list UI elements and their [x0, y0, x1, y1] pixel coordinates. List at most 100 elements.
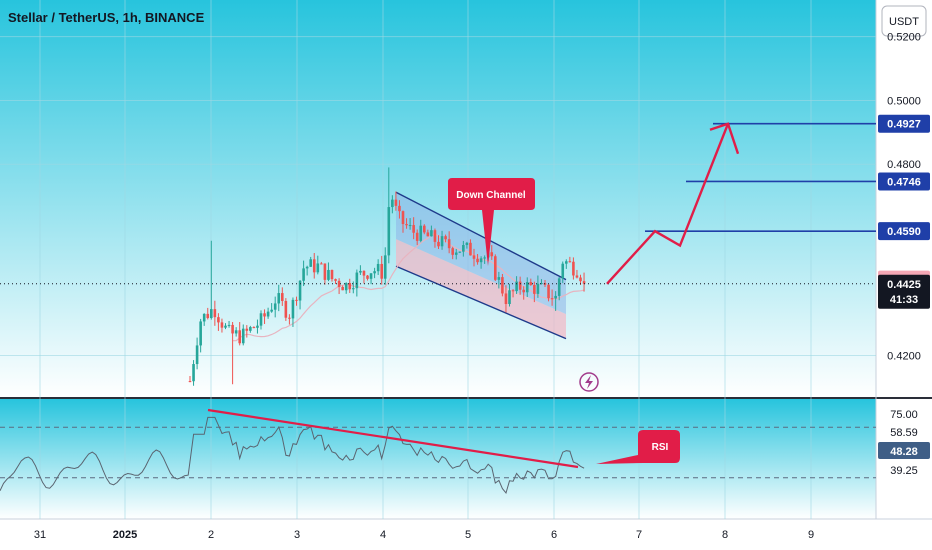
candle-body: [447, 239, 451, 249]
marked-price-label: 0.4927: [887, 119, 921, 131]
candle-body: [579, 277, 582, 282]
candle: [206, 307, 210, 320]
candle-body: [330, 269, 334, 280]
candle-body: [202, 313, 206, 322]
candle-body: [465, 242, 469, 246]
candle-body: [391, 199, 394, 208]
candle: [582, 272, 586, 292]
price-axis[interactable]: 0.5200 0.5000 0.4800 0.4200: [887, 32, 921, 363]
channel-upper-line[interactable]: [395, 191, 567, 281]
candle: [210, 240, 213, 320]
candle: [231, 321, 234, 385]
candle-body: [231, 324, 234, 334]
candle: [309, 256, 312, 268]
candle: [376, 259, 380, 275]
candle: [440, 230, 444, 250]
candle-body: [419, 225, 423, 241]
candle: [536, 275, 540, 298]
candle-body: [561, 263, 565, 279]
candle: [238, 322, 241, 346]
rsi-pane-background: [0, 399, 876, 519]
candle-body: [312, 259, 316, 273]
candle: [575, 269, 579, 279]
marked-price-label: 0.4746: [887, 176, 921, 188]
candle: [465, 241, 469, 249]
projection-path[interactable]: [606, 123, 730, 285]
projection-arrow: [606, 122, 740, 285]
candle: [568, 256, 572, 263]
down-channel-callout[interactable]: Down Channel: [448, 178, 535, 266]
x-tick-label: 5: [465, 529, 471, 541]
rsi-trendline[interactable]: [207, 408, 579, 469]
candle: [543, 279, 547, 287]
candle-body: [565, 261, 568, 264]
candle-body: [472, 255, 476, 259]
candle: [533, 281, 536, 303]
target-level-badge: [878, 114, 930, 133]
candle: [458, 251, 462, 254]
candle: [341, 285, 344, 291]
candle-body: [444, 236, 447, 240]
candle-body: [227, 324, 231, 326]
y-tick-label: 0.4800: [887, 159, 921, 171]
candle-body: [398, 205, 401, 212]
candle-body: [334, 279, 337, 281]
x-tick-label: 7: [636, 529, 642, 541]
lightning-icon[interactable]: [579, 372, 599, 392]
candle-body: [241, 328, 245, 344]
candle: [312, 252, 316, 279]
candle: [192, 360, 195, 386]
candle-body: [323, 263, 327, 280]
rsi-callout[interactable]: RSI: [596, 430, 680, 464]
rsi-axis[interactable]: 75.00 58.59 48.28 39.25: [878, 409, 930, 477]
candle-body: [536, 283, 540, 294]
candle-body: [210, 309, 213, 319]
candle-body: [252, 327, 256, 329]
candle-body: [366, 275, 369, 279]
rsi-current-badge: [878, 442, 930, 459]
last-price-badge: [878, 274, 930, 309]
candle-body: [234, 330, 238, 334]
rsi-callout-bubble: [596, 430, 680, 464]
candle: [437, 235, 440, 250]
candle-body: [568, 261, 572, 263]
channel-lower-line[interactable]: [395, 265, 567, 340]
candle-body: [281, 293, 284, 301]
projection-arrowhead: [709, 122, 740, 155]
candle-body: [497, 277, 501, 280]
x-tick-label: 9: [808, 529, 814, 541]
candle: [302, 260, 305, 287]
y-tick-label: 0.5200: [887, 32, 921, 44]
candle: [217, 313, 220, 331]
marked-price-label: 0.4590: [887, 226, 921, 238]
candle: [391, 195, 394, 214]
candle: [405, 218, 408, 229]
candle-body: [245, 328, 249, 331]
x-tick-label: 8: [722, 529, 728, 541]
currency-button[interactable]: USDT: [881, 5, 927, 37]
candle-body: [557, 278, 561, 296]
candle-body: [426, 232, 430, 237]
candle-body: [277, 293, 281, 304]
candle-body: [408, 225, 412, 227]
candle-body: [188, 381, 192, 383]
candle-body: [206, 313, 210, 319]
candle-body: [348, 283, 352, 290]
candle-body: [508, 290, 511, 305]
candle-body: [376, 263, 380, 272]
candle-body: [440, 236, 444, 247]
candle-body: [511, 290, 515, 292]
candle-body: [284, 300, 288, 318]
candle: [259, 310, 263, 330]
x-tick-label: 2: [208, 529, 214, 541]
candle: [369, 273, 373, 285]
candle-body: [288, 317, 291, 319]
candle: [245, 325, 249, 338]
candle: [476, 253, 479, 265]
down-channel-label: Down Channel: [456, 190, 526, 201]
candle-body: [423, 225, 426, 233]
channel-lower-zone: [396, 239, 566, 339]
candle: [398, 200, 401, 219]
time-axis[interactable]: 31 2025 2 3 4 5 6 7 8 9: [34, 529, 814, 541]
